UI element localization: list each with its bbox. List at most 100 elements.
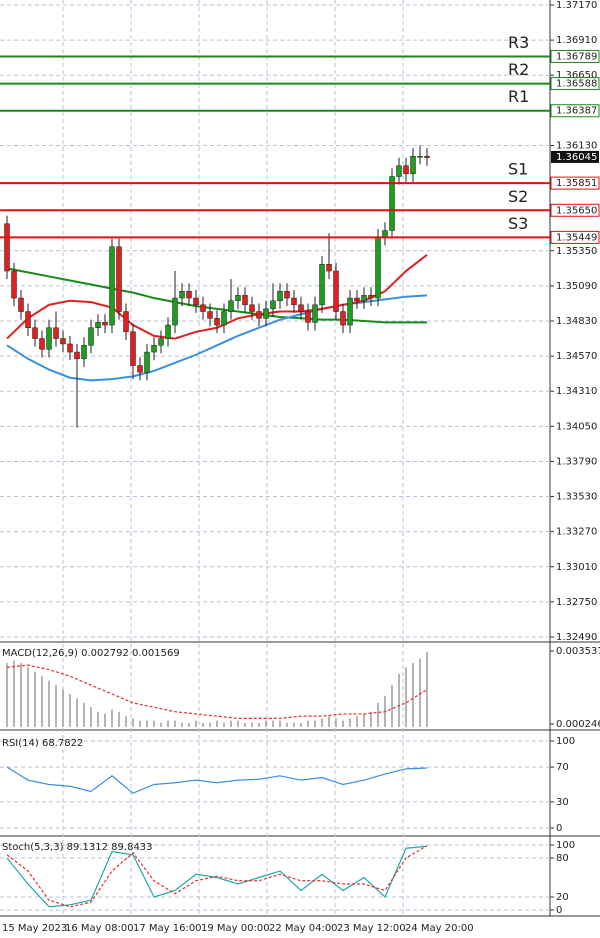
- candle-body: [340, 311, 346, 326]
- x-tick-label: 23 May 12:00: [337, 923, 406, 934]
- macd-bar: [209, 722, 211, 727]
- y-tick-label: 1.36910: [556, 35, 597, 46]
- y-tick-label: 1.34570: [556, 351, 597, 362]
- level-price: 1.36387: [556, 106, 597, 117]
- candle-body: [312, 304, 318, 323]
- y-tick-label: 30: [556, 797, 569, 808]
- macd-bar: [181, 722, 183, 727]
- macd-bar: [335, 718, 337, 727]
- macd-bar: [27, 667, 29, 727]
- y-tick-label: 1.35090: [556, 281, 597, 292]
- candle-body: [354, 297, 360, 301]
- candle-body: [207, 311, 213, 319]
- macd-bar: [76, 698, 78, 727]
- candle-body: [291, 297, 297, 306]
- candle-body: [109, 246, 115, 326]
- y-tick-label: 1.32490: [556, 632, 597, 643]
- candle-body: [25, 311, 31, 329]
- macd-bar: [83, 702, 85, 727]
- y-tick-label: 0.000246: [556, 719, 600, 730]
- candle-body: [144, 351, 150, 373]
- candle-body: [193, 297, 199, 306]
- candle-body: [319, 264, 325, 306]
- candle-body: [172, 297, 178, 326]
- candle-body: [228, 300, 234, 312]
- candle-body: [158, 338, 164, 346]
- macd-bar: [223, 722, 225, 727]
- candle-body: [270, 300, 276, 310]
- candle-body: [417, 155, 423, 158]
- candle-body: [123, 311, 129, 333]
- macd-bar: [349, 718, 351, 727]
- panel-label: Stoch(5,3,3) 89.1312 89.8433: [2, 842, 153, 853]
- macd-bar: [370, 711, 372, 727]
- macd-bar: [237, 720, 239, 727]
- candle-body: [102, 322, 108, 326]
- x-tick-label: 15 May 2023: [2, 923, 67, 934]
- y-tick-label: 1.36130: [556, 140, 597, 151]
- macd-bar: [69, 693, 71, 727]
- y-tick-label: 1.33790: [556, 456, 597, 467]
- candle-body: [382, 230, 388, 238]
- level-price-box: [550, 104, 600, 118]
- macd-bar: [13, 660, 15, 727]
- y-tick-label: 1.35350: [556, 246, 597, 257]
- candle-body: [67, 343, 73, 353]
- macd-bar: [286, 722, 288, 727]
- macd-bar: [6, 662, 8, 727]
- macd-bar: [363, 713, 365, 727]
- macd-bar: [55, 685, 57, 727]
- macd-bar: [405, 667, 407, 727]
- candle-body: [18, 297, 24, 312]
- y-tick-label: 0.003537: [556, 646, 600, 657]
- candle-body: [249, 304, 255, 312]
- macd-bar: [160, 722, 162, 727]
- candle-body: [116, 246, 122, 312]
- y-tick-label: 1.34310: [556, 386, 597, 397]
- candle-body: [81, 345, 87, 360]
- candle-body: [214, 318, 220, 326]
- level-name: R2: [508, 60, 529, 79]
- candle-body: [410, 155, 416, 175]
- macd-bar: [412, 662, 414, 727]
- level-name: S2: [508, 187, 528, 206]
- y-tick-label: 70: [556, 762, 569, 773]
- panel-label: MACD(12,26,9) 0.002792 0.001569: [2, 648, 180, 659]
- macd-bar: [132, 718, 134, 727]
- level-price: 1.35449: [556, 232, 597, 243]
- candle-body: [200, 304, 206, 312]
- macd-bar: [293, 722, 295, 727]
- macd-bar: [125, 716, 127, 727]
- level-name: S3: [508, 214, 528, 233]
- macd-bar: [419, 658, 421, 727]
- macd-bar: [188, 722, 190, 727]
- macd-bar: [321, 718, 323, 727]
- macd-bar: [230, 720, 232, 727]
- level-price: 1.36588: [556, 79, 597, 90]
- y-tick-label: 1.33010: [556, 562, 597, 573]
- macd-bar: [265, 720, 267, 727]
- candle-body: [424, 155, 430, 158]
- macd-bar: [167, 720, 169, 727]
- level-price-box: [550, 230, 600, 244]
- macd-bar: [216, 720, 218, 727]
- level-name: R3: [508, 33, 529, 52]
- macd-bar: [202, 722, 204, 727]
- macd-bar: [62, 689, 64, 727]
- candle-body: [305, 311, 311, 323]
- candle-body: [263, 308, 269, 319]
- candle-body: [368, 295, 374, 299]
- macd-bar: [356, 716, 358, 727]
- y-tick-label: 1.37170: [556, 0, 597, 11]
- macd-bar: [153, 720, 155, 727]
- y-tick-label: 100: [556, 840, 575, 851]
- candle-body: [375, 237, 381, 299]
- candle-body: [256, 311, 262, 319]
- macd-bar: [146, 720, 148, 727]
- level-name: S1: [508, 160, 528, 179]
- x-tick-label: 24 May 20:00: [405, 923, 474, 934]
- candle-body: [74, 351, 80, 360]
- indicator-line: [6, 845, 428, 908]
